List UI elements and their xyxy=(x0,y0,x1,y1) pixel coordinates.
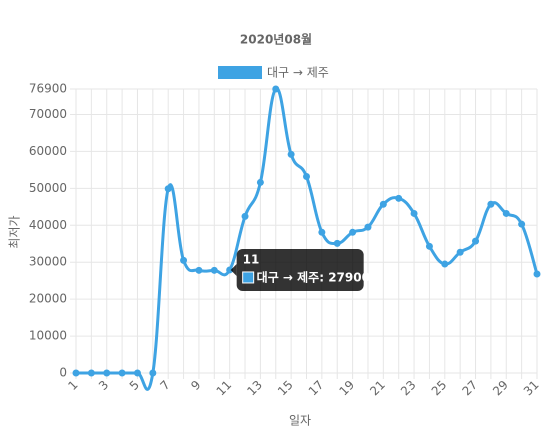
x-tick-label: 5 xyxy=(127,378,142,393)
y-tick-label: 70000 xyxy=(29,107,67,121)
x-tick-label: 19 xyxy=(336,378,357,399)
y-tick-label: 0 xyxy=(59,366,67,380)
x-tick-label: 7 xyxy=(157,378,172,393)
point xyxy=(87,369,95,377)
x-tick-label: 11 xyxy=(214,378,235,399)
point xyxy=(425,242,433,250)
y-tick-label: 30000 xyxy=(29,255,67,269)
y-tick-label: 10000 xyxy=(29,329,67,343)
tooltip: 11 대구 → 제주: 27900 xyxy=(230,248,370,291)
point xyxy=(118,369,126,377)
x-tick-label: 9 xyxy=(188,378,203,393)
chart-title: 2020년08월 xyxy=(240,32,312,47)
y-axis-title: 최저가 xyxy=(8,215,22,248)
x-tick-label: 3 xyxy=(96,378,111,393)
y-tick-label: 20000 xyxy=(29,292,67,306)
x-tick-label: 27 xyxy=(459,378,480,399)
point xyxy=(72,369,80,377)
legend-label: 대구 → 제주 xyxy=(267,66,329,80)
point xyxy=(210,266,218,274)
point xyxy=(395,194,403,202)
point xyxy=(272,85,280,93)
point xyxy=(472,237,480,245)
x-axis-title: 일자 xyxy=(289,414,311,428)
point xyxy=(226,266,234,274)
point xyxy=(502,209,510,217)
point xyxy=(533,270,541,278)
point xyxy=(133,369,141,377)
point xyxy=(441,260,449,268)
point xyxy=(487,200,495,208)
point xyxy=(287,150,295,158)
point xyxy=(195,266,203,274)
point xyxy=(349,228,357,236)
point xyxy=(303,173,310,181)
point xyxy=(318,228,326,236)
tooltip-title: 11 xyxy=(243,252,260,266)
x-tick-label: 21 xyxy=(367,378,388,399)
y-tick-label: 76900 xyxy=(29,82,67,96)
legend-swatch xyxy=(218,66,262,79)
point xyxy=(379,200,387,208)
x-tick-label: 13 xyxy=(244,378,265,399)
x-tick-label: 15 xyxy=(275,378,296,399)
tooltip-swatch xyxy=(242,271,255,284)
y-tick-label: 60000 xyxy=(29,144,67,158)
x-tick-label: 25 xyxy=(429,378,450,399)
y-tick-label: 50000 xyxy=(29,181,67,195)
tooltip-label: 대구 → 제주: 27900 xyxy=(257,270,370,284)
tooltip-caret xyxy=(230,263,237,276)
x-tick-label: 31 xyxy=(521,378,542,399)
tooltip-box xyxy=(236,248,364,291)
point xyxy=(364,223,372,231)
point xyxy=(241,212,249,220)
x-tick-label: 1 xyxy=(65,378,80,393)
point xyxy=(149,369,157,377)
x-tick-label: 17 xyxy=(306,378,327,399)
x-tick-label: 29 xyxy=(490,378,511,399)
point xyxy=(164,185,172,193)
point xyxy=(333,239,341,247)
x-tick-label: 23 xyxy=(398,378,419,399)
point xyxy=(103,369,111,377)
point xyxy=(518,220,526,228)
point xyxy=(256,178,264,186)
point xyxy=(456,248,464,256)
point xyxy=(180,256,188,264)
point xyxy=(410,209,418,217)
y-tick-label: 40000 xyxy=(29,218,67,232)
